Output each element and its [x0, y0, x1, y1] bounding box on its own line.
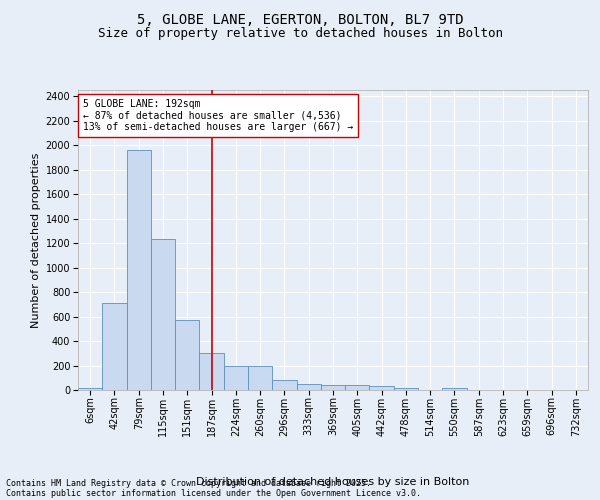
Bar	[248, 366, 272, 390]
Bar	[345, 385, 370, 390]
Bar	[370, 386, 394, 390]
Bar	[394, 388, 418, 390]
Bar	[224, 366, 248, 390]
Y-axis label: Number of detached properties: Number of detached properties	[31, 152, 41, 328]
Bar	[272, 380, 296, 390]
Bar	[102, 303, 127, 390]
Text: Contains public sector information licensed under the Open Government Licence v3: Contains public sector information licen…	[6, 488, 421, 498]
Text: Contains HM Land Registry data © Crown copyright and database right 2025.: Contains HM Land Registry data © Crown c…	[6, 478, 371, 488]
Bar	[442, 388, 467, 390]
Text: 5 GLOBE LANE: 192sqm
← 87% of detached houses are smaller (4,536)
13% of semi-de: 5 GLOBE LANE: 192sqm ← 87% of detached h…	[83, 99, 353, 132]
X-axis label: Distribution of detached houses by size in Bolton: Distribution of detached houses by size …	[196, 478, 470, 488]
Bar	[127, 150, 151, 390]
Bar	[151, 239, 175, 390]
Bar	[321, 385, 345, 390]
Text: 5, GLOBE LANE, EGERTON, BOLTON, BL7 9TD: 5, GLOBE LANE, EGERTON, BOLTON, BL7 9TD	[137, 12, 463, 26]
Bar	[296, 384, 321, 390]
Text: Size of property relative to detached houses in Bolton: Size of property relative to detached ho…	[97, 28, 503, 40]
Bar	[175, 320, 199, 390]
Bar	[78, 388, 102, 390]
Bar	[199, 352, 224, 390]
